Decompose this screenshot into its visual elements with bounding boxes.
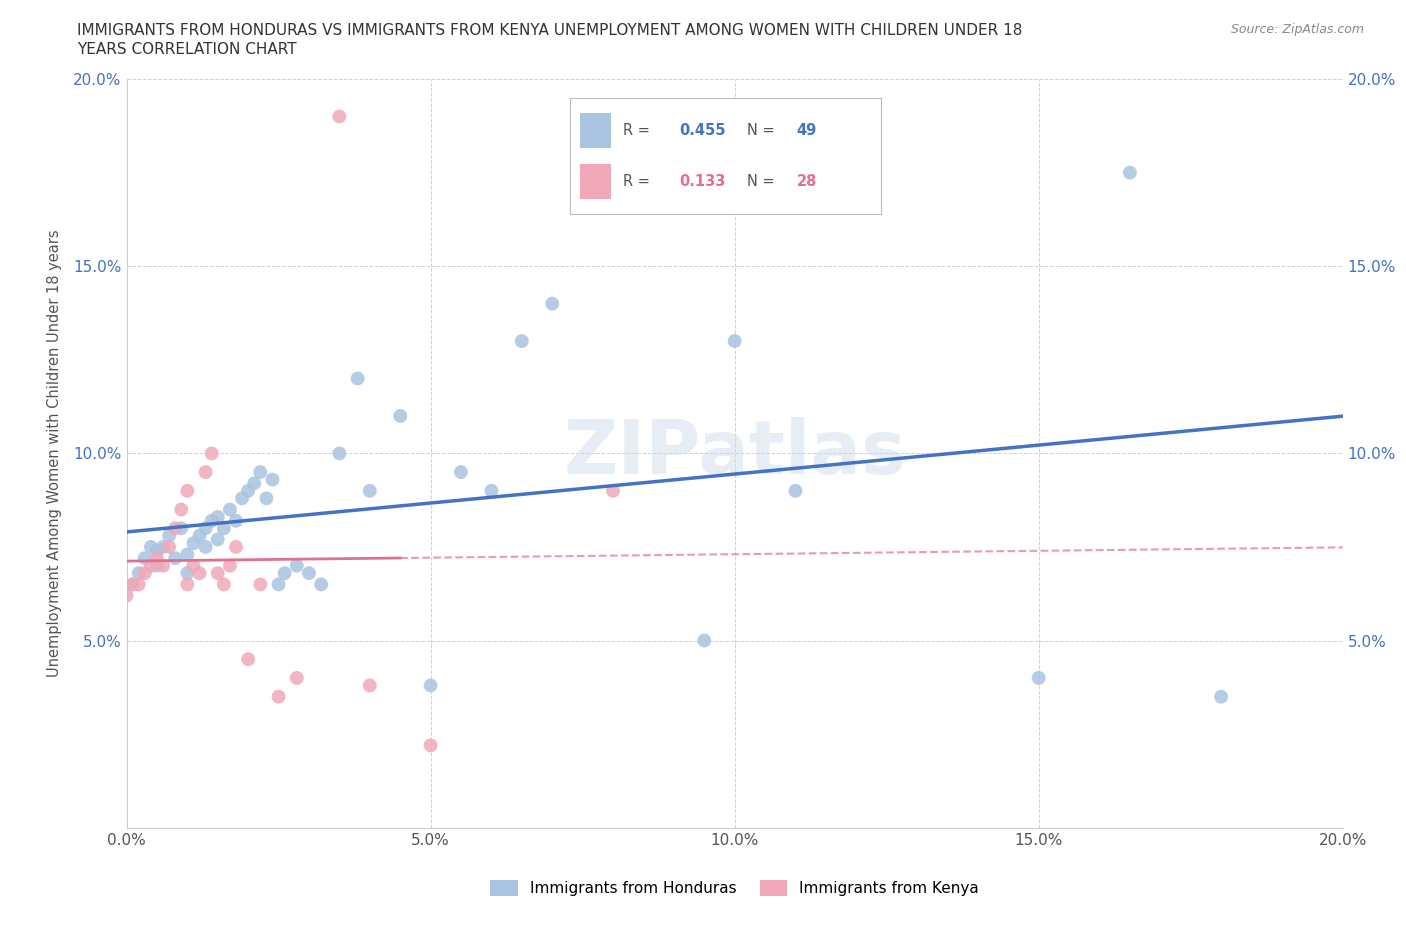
Point	[188, 565, 211, 580]
Text: IMMIGRANTS FROM HONDURAS VS IMMIGRANTS FROM KENYA UNEMPLOYMENT AMONG WOMEN WITH : IMMIGRANTS FROM HONDURAS VS IMMIGRANTS F…	[77, 23, 1022, 38]
Point	[267, 689, 290, 704]
Point	[285, 558, 308, 573]
Point	[201, 513, 224, 528]
Point	[212, 521, 235, 536]
Point	[146, 551, 169, 565]
Point	[785, 484, 807, 498]
Point	[152, 558, 174, 573]
Point	[273, 565, 295, 580]
Point	[1119, 166, 1142, 180]
Point	[207, 565, 229, 580]
Point	[170, 521, 193, 536]
Point	[176, 577, 198, 591]
Point	[134, 565, 156, 580]
Point	[309, 577, 332, 591]
Point	[194, 465, 217, 480]
Point	[170, 502, 193, 517]
Point	[541, 296, 564, 311]
Point	[225, 513, 247, 528]
Point	[194, 539, 217, 554]
Point	[262, 472, 284, 487]
Point	[219, 502, 242, 517]
Point	[1211, 689, 1233, 704]
Point	[201, 445, 224, 460]
Point	[510, 334, 533, 349]
Point	[724, 334, 747, 349]
Legend: Immigrants from Honduras, Immigrants from Kenya: Immigrants from Honduras, Immigrants fro…	[484, 874, 986, 902]
Point	[134, 551, 156, 565]
Point	[249, 577, 271, 591]
Point	[207, 532, 229, 547]
Point	[285, 671, 308, 685]
Point	[359, 484, 381, 498]
Point	[183, 536, 205, 551]
Point	[121, 577, 143, 591]
Point	[450, 465, 472, 480]
Point	[146, 543, 169, 558]
Point	[419, 737, 441, 752]
Point	[602, 484, 624, 498]
Point	[481, 484, 503, 498]
Point	[298, 565, 321, 580]
Point	[243, 476, 266, 491]
Point	[231, 491, 253, 506]
Point	[157, 539, 180, 554]
Point	[225, 539, 247, 554]
Point	[128, 577, 150, 591]
Point	[128, 565, 150, 580]
Point	[157, 528, 180, 543]
Point	[139, 558, 162, 573]
Point	[1028, 671, 1050, 685]
Point	[115, 588, 138, 603]
Point	[254, 491, 277, 506]
Point	[219, 558, 242, 573]
Point	[176, 484, 198, 498]
Point	[328, 109, 350, 124]
Point	[176, 547, 198, 562]
Text: Source: ZipAtlas.com: Source: ZipAtlas.com	[1230, 23, 1364, 36]
Point	[693, 633, 716, 648]
Point	[419, 678, 441, 693]
Point	[194, 521, 217, 536]
Point	[183, 558, 205, 573]
Point	[249, 465, 271, 480]
Point	[152, 539, 174, 554]
Point	[176, 565, 198, 580]
Point	[165, 551, 187, 565]
Point	[328, 445, 350, 460]
Point	[236, 484, 259, 498]
Point	[207, 510, 229, 525]
Point	[146, 558, 169, 573]
Point	[188, 528, 211, 543]
Point	[389, 408, 412, 423]
Point	[212, 577, 235, 591]
Point	[121, 577, 143, 591]
Point	[165, 521, 187, 536]
Point	[346, 371, 368, 386]
Point	[602, 184, 624, 199]
Text: ZIPatlas: ZIPatlas	[564, 417, 905, 490]
Point	[267, 577, 290, 591]
Y-axis label: Unemployment Among Women with Children Under 18 years: Unemployment Among Women with Children U…	[48, 230, 62, 677]
Point	[236, 652, 259, 667]
Point	[139, 539, 162, 554]
Point	[359, 678, 381, 693]
Text: YEARS CORRELATION CHART: YEARS CORRELATION CHART	[77, 42, 297, 57]
